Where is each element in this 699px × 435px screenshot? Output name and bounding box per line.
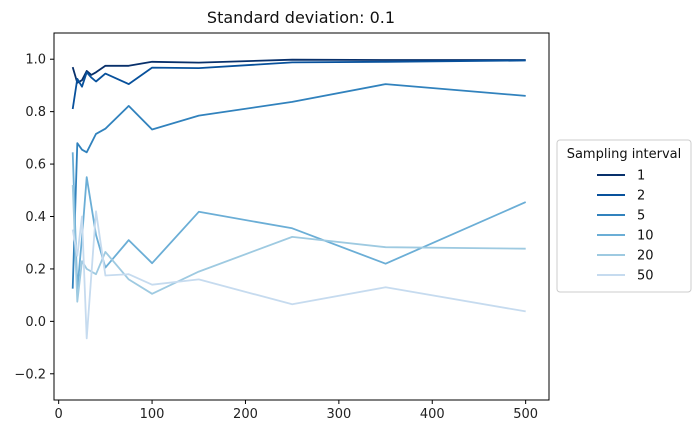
series-line-5 bbox=[71, 83, 526, 289]
x-tick-label: 200 bbox=[233, 407, 258, 422]
y-tick-label: 0.4 bbox=[25, 210, 46, 225]
plot-frame bbox=[53, 32, 550, 401]
x-tick-label: 0 bbox=[55, 407, 63, 422]
series-line-2 bbox=[71, 59, 526, 110]
legend: Sampling interval 1 2 5 10 20 50 bbox=[556, 139, 692, 293]
x-tick-label: 500 bbox=[513, 407, 538, 422]
legend-title: Sampling interval bbox=[567, 147, 682, 162]
plot-area bbox=[53, 32, 550, 401]
legend-label-1: 1 bbox=[637, 169, 645, 184]
x-axis: 0 100 200 300 400 500 bbox=[55, 400, 538, 422]
y-tick-label: 0.2 bbox=[25, 262, 46, 277]
y-tick-label: −0.2 bbox=[14, 367, 46, 382]
legend-label-10: 10 bbox=[637, 229, 654, 244]
series-line-50 bbox=[71, 210, 526, 340]
x-tick-label: 300 bbox=[326, 407, 351, 422]
x-tick-label: 100 bbox=[140, 407, 165, 422]
x-tick-label: 400 bbox=[420, 407, 445, 422]
legend-label-20: 20 bbox=[637, 249, 654, 264]
y-tick-label: 0.0 bbox=[25, 315, 46, 330]
series-line-1 bbox=[71, 58, 526, 84]
chart-title: Standard deviation: 0.1 bbox=[207, 8, 395, 27]
series-line-10 bbox=[71, 152, 527, 291]
y-tick-label: 1.0 bbox=[25, 53, 46, 68]
y-tick-label: 0.8 bbox=[25, 105, 46, 120]
legend-label-50: 50 bbox=[637, 269, 654, 284]
legend-label-5: 5 bbox=[637, 209, 645, 224]
series-line-20 bbox=[71, 184, 526, 303]
y-axis: −0.2 0.0 0.2 0.4 0.6 0.8 1.0 bbox=[14, 53, 54, 382]
series-lines bbox=[71, 58, 527, 340]
y-tick-label: 0.6 bbox=[25, 158, 46, 173]
legend-label-2: 2 bbox=[637, 189, 645, 204]
